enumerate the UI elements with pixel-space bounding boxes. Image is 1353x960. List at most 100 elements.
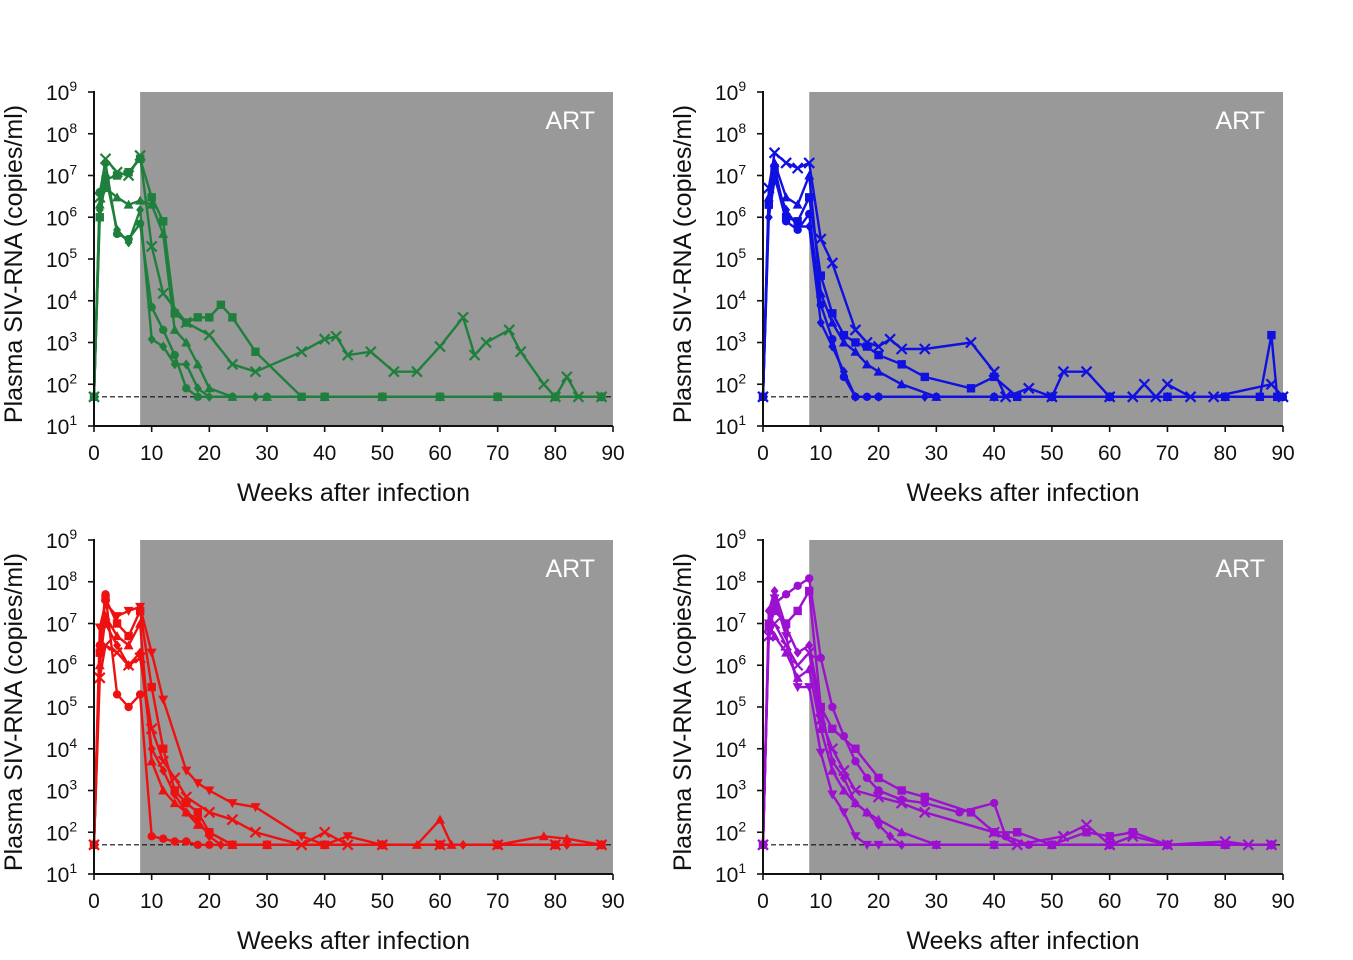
data-point	[216, 300, 226, 309]
data-point	[146, 756, 157, 766]
x-tick-label: 90	[1271, 890, 1294, 913]
x-tick-label: 0	[88, 442, 100, 465]
data-point	[781, 590, 791, 599]
data-point	[159, 744, 168, 753]
y-tick-label: 103	[715, 329, 746, 356]
data-point	[378, 840, 387, 850]
x-tick-label: 50	[1040, 442, 1063, 465]
data-point	[135, 154, 145, 164]
data-point	[193, 383, 202, 394]
data-point	[884, 333, 896, 345]
y-tick-label: 102	[46, 370, 77, 397]
data-point	[770, 171, 779, 180]
data-point	[561, 833, 572, 843]
data-point	[192, 819, 203, 829]
data-point	[124, 660, 133, 671]
data-point	[803, 157, 815, 169]
data-point	[158, 785, 169, 795]
data-point	[503, 324, 515, 336]
data-point	[815, 748, 826, 758]
data-point	[205, 313, 214, 322]
data-point	[249, 826, 262, 839]
data-point	[764, 605, 773, 616]
data-point	[226, 358, 239, 371]
x-axis-title: Weeks after infection	[237, 479, 470, 507]
series-5	[89, 158, 606, 402]
data-point	[804, 664, 815, 674]
data-point	[146, 199, 157, 209]
data-point	[815, 233, 827, 245]
data-point	[862, 342, 872, 351]
data-point	[181, 766, 192, 776]
data-point	[124, 234, 133, 244]
data-point	[435, 392, 445, 402]
data-point	[169, 798, 180, 808]
x-tick-label: 10	[809, 442, 832, 465]
data-point	[514, 345, 527, 358]
data-point	[897, 786, 906, 795]
data-point	[1161, 378, 1174, 391]
data-point	[378, 392, 387, 402]
data-point	[919, 806, 931, 819]
y-tick-label: 106	[46, 651, 77, 678]
data-point	[862, 392, 872, 402]
chart-panel-top-right: ART 101 102 103 104 105 106 107 108 109 0 10 20 30 40 5…	[669, 78, 1295, 507]
data-point	[1127, 830, 1139, 843]
data-point	[123, 199, 134, 209]
data-point	[863, 807, 871, 818]
data-point	[1047, 839, 1056, 850]
data-point	[170, 837, 179, 846]
x-tick-label: 40	[313, 442, 336, 465]
data-point	[435, 814, 445, 824]
chart-panel-bottom-left: ART 101 102 103 104 105 106 107 108 109 0 10 20 30 40 5…	[0, 526, 625, 955]
data-point	[874, 392, 883, 402]
x-tick-label: 60	[1098, 442, 1121, 465]
data-point	[1047, 392, 1057, 402]
x-tick-label: 50	[371, 442, 394, 465]
data-point	[136, 204, 145, 215]
series-6	[759, 586, 1276, 850]
x-axis-title: Weeks after infection	[907, 479, 1140, 507]
data-point	[159, 834, 168, 843]
data-point	[193, 392, 202, 402]
data-point	[135, 195, 146, 205]
data-point	[101, 590, 110, 599]
data-point	[780, 157, 792, 169]
data-point	[551, 840, 560, 850]
data-point	[862, 773, 872, 783]
data-point	[597, 840, 606, 850]
data-point	[112, 192, 123, 202]
y-tick-label: 104	[715, 735, 746, 762]
art-region	[809, 540, 1283, 874]
data-point	[1105, 392, 1114, 402]
x-tick-label: 30	[255, 442, 278, 465]
y-tick-label: 101	[46, 860, 77, 887]
y-tick-label: 105	[715, 245, 746, 272]
y-tick-label: 105	[46, 245, 77, 272]
data-point	[896, 379, 907, 389]
y-axis-title: Plasma SIV-RNA (copies/ml)	[0, 553, 28, 871]
data-point	[850, 346, 861, 356]
data-point	[135, 602, 146, 612]
x-tick-label: 70	[1156, 890, 1179, 913]
x-tick-label: 30	[925, 442, 948, 465]
data-point	[839, 372, 849, 382]
y-tick-label: 107	[46, 162, 77, 189]
x-tick-label: 20	[198, 442, 221, 465]
data-point	[388, 365, 400, 378]
data-point	[1138, 378, 1151, 391]
x-tick-label: 30	[255, 890, 278, 913]
x-tick-label: 10	[140, 442, 163, 465]
art-label: ART	[545, 555, 595, 583]
x-tick-label: 80	[1214, 442, 1237, 465]
data-point	[828, 724, 837, 734]
data-point	[147, 193, 156, 202]
data-point	[341, 349, 354, 361]
data-point	[249, 365, 262, 378]
x-tick-label: 60	[428, 442, 451, 465]
data-point	[561, 371, 573, 383]
data-point	[816, 702, 825, 712]
data-point	[816, 271, 825, 280]
data-point	[886, 831, 895, 842]
